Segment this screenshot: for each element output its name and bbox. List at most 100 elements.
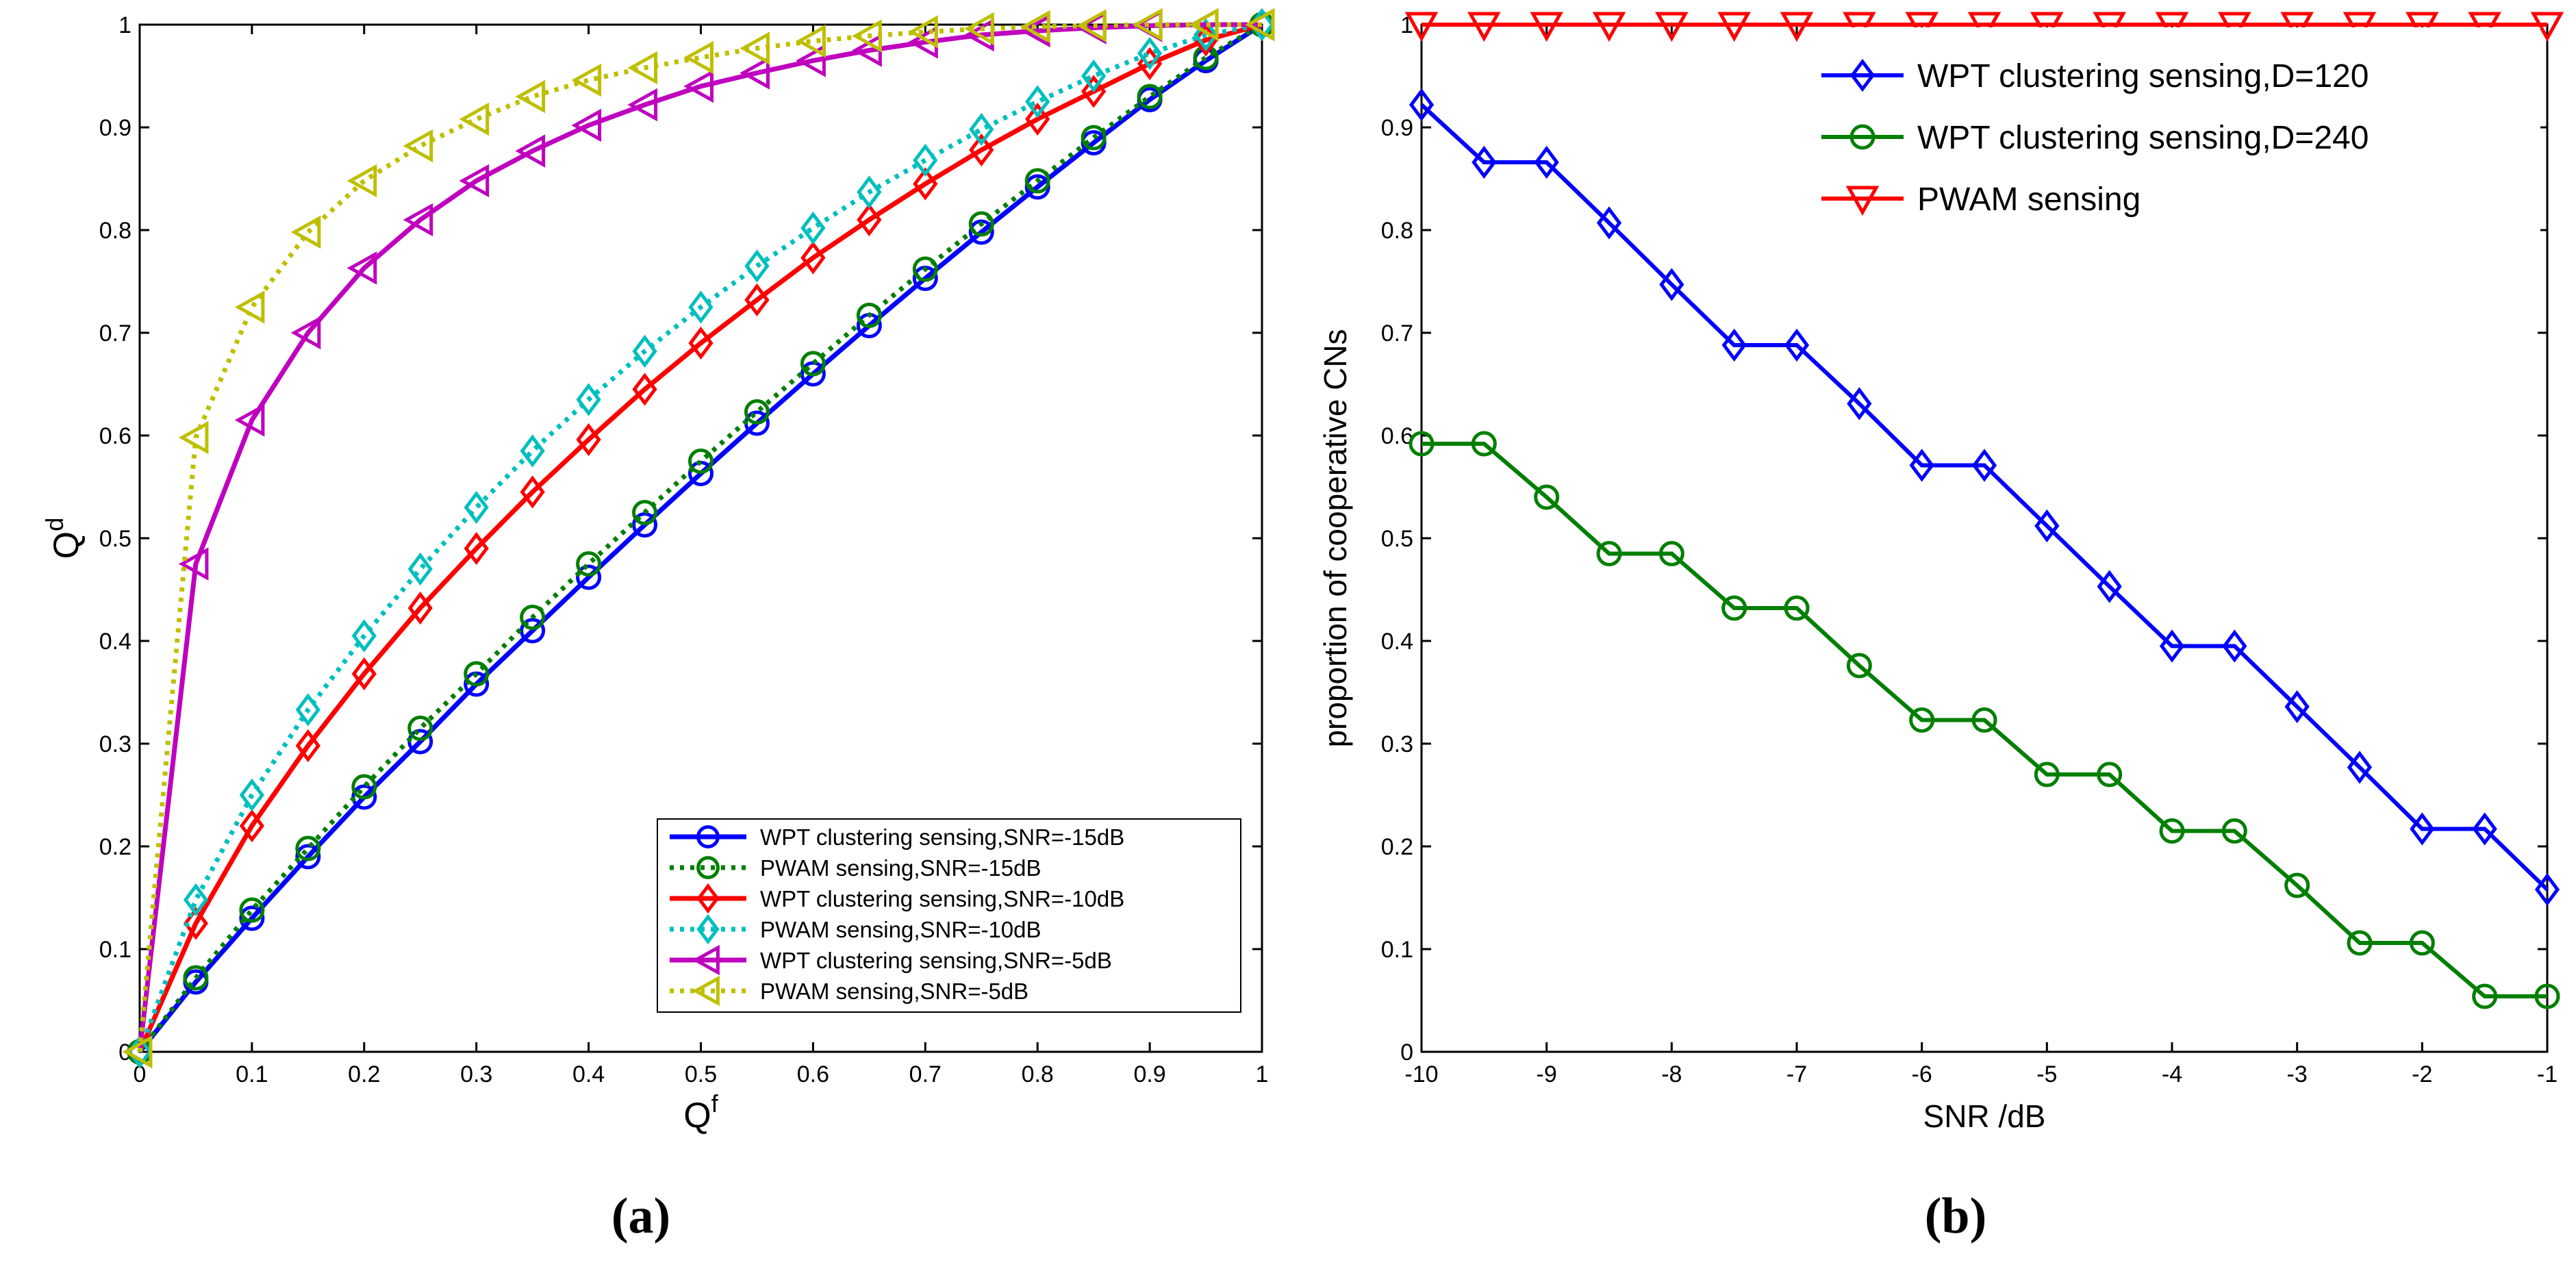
y-tick-label: 0.2 xyxy=(1381,834,1413,860)
triangle-down-marker xyxy=(1404,12,1439,42)
diamond-marker xyxy=(1721,328,1747,362)
legend-label: PWAM sensing,SNR=-10dB xyxy=(760,917,1041,942)
triangle-down-marker xyxy=(1592,12,1626,42)
diamond-marker xyxy=(2034,509,2060,543)
circle-marker xyxy=(576,551,602,577)
diamond-marker xyxy=(800,241,826,275)
panel-a-roc-chart: 0 0.1 0.2 0.3 0.4 0.5 0.6 0.7 0.8 0.9 100.10.20.30… xyxy=(40,8,1275,1244)
y-tick-label: 0.2 xyxy=(99,834,131,860)
triangle-down-marker xyxy=(1467,12,1501,42)
diamond-marker xyxy=(576,423,601,457)
y-tick-label: 0.5 xyxy=(1381,526,1413,552)
diamond-marker xyxy=(2410,812,2435,846)
diamond-marker xyxy=(464,531,489,566)
legend-label: WPT clustering sensing,D=120 xyxy=(1917,58,2369,94)
triangle-left-marker xyxy=(796,44,826,77)
circle-marker xyxy=(576,564,602,590)
circle-marker xyxy=(696,825,720,848)
circle-marker xyxy=(520,605,546,630)
triangle-down-marker xyxy=(1967,12,2002,42)
x-axis-label: Qf xyxy=(683,1089,718,1135)
triangle-left-marker xyxy=(852,19,882,53)
circle-marker xyxy=(1137,84,1163,110)
x-tick-label: 0.7 xyxy=(909,1061,942,1087)
triangle-down-marker xyxy=(2218,12,2251,42)
circle-marker xyxy=(968,211,994,237)
diamond-marker xyxy=(696,913,720,945)
legend-box xyxy=(657,818,1241,1013)
triangle-left-marker xyxy=(178,420,209,455)
diamond-marker xyxy=(183,883,209,917)
triangle-left-marker xyxy=(1188,8,1219,42)
legend-label: WPT clustering sensing,D=240 xyxy=(1917,120,2369,156)
circle-marker xyxy=(1909,707,1935,733)
x-tick-label: -3 xyxy=(2287,1061,2308,1087)
series-0 xyxy=(1409,88,2560,907)
triangle-left-marker xyxy=(403,129,433,163)
legend: WPT clustering sensing,SNR=-15dB PWAM sen… xyxy=(657,818,1241,1013)
diamond-marker xyxy=(183,907,209,940)
circle-marker xyxy=(520,618,546,644)
triangle-left-marker xyxy=(571,108,602,142)
circle-marker xyxy=(912,256,938,282)
diamond-marker xyxy=(800,211,826,245)
diamond-marker xyxy=(407,591,433,625)
diamond-marker xyxy=(1081,75,1107,108)
circle-marker xyxy=(1784,595,1810,621)
y-tick-label: 0 xyxy=(1400,1039,1413,1066)
x-tick-label: 0.5 xyxy=(685,1061,717,1087)
circle-marker xyxy=(800,361,826,387)
x-tick-label: -4 xyxy=(2162,1061,2182,1087)
panel-caption: (b) xyxy=(1925,1188,1986,1244)
triangle-down-marker xyxy=(2468,12,2501,42)
triangle-down-marker xyxy=(2343,12,2377,42)
x-tick-label: -7 xyxy=(1786,1061,1807,1087)
triangle-left-marker xyxy=(908,15,938,49)
series-line xyxy=(137,22,1263,1053)
x-tick-label: 0.3 xyxy=(460,1061,492,1087)
diamond-marker xyxy=(969,112,994,147)
circle-marker xyxy=(2097,761,2123,787)
triangle-down-marker xyxy=(1905,12,1939,42)
triangle-left-marker xyxy=(571,63,602,97)
x-tick-label: 0.9 xyxy=(1133,1061,1165,1087)
series-1 xyxy=(127,12,1275,1065)
diamond-marker xyxy=(295,729,320,763)
legend-label: WPT clustering sensing,SNR=-15dB xyxy=(760,824,1124,850)
y-axis-label: proportion of cooperative CNs xyxy=(1317,329,1353,747)
diamond-marker xyxy=(2222,629,2247,663)
triangle-left-marker xyxy=(178,547,209,581)
series-3 xyxy=(127,8,1275,1069)
series-1 xyxy=(1409,431,2560,1009)
legend-label: PWAM sensing,SNR=-15dB xyxy=(760,855,1041,881)
y-tick-label: 0.7 xyxy=(1381,320,1413,346)
series-line xyxy=(137,22,1263,1053)
circle-marker xyxy=(856,303,882,328)
y-tick-label: 0.9 xyxy=(1381,115,1413,141)
triangle-left-marker xyxy=(740,31,770,65)
x-tick-label: 1 xyxy=(1256,1061,1269,1087)
x-tick-label: 0 xyxy=(134,1061,147,1087)
x-tick-label: -9 xyxy=(1537,1061,1557,1087)
circle-marker xyxy=(1721,595,1747,621)
triangle-left-marker xyxy=(796,24,826,58)
series-2 xyxy=(1404,12,2564,42)
x-tick-label: 0.8 xyxy=(1022,1061,1054,1087)
triangle-left-marker xyxy=(346,251,377,285)
y-tick-label: 0.3 xyxy=(99,731,131,757)
circle-marker xyxy=(2534,983,2560,1009)
diamond-marker xyxy=(632,373,657,406)
circle-marker xyxy=(295,835,321,861)
y-tick-label: 0.1 xyxy=(99,937,131,963)
diamond-marker xyxy=(1534,145,1559,179)
diamond-marker xyxy=(1847,387,1872,420)
triangle-down-marker xyxy=(1655,12,1689,42)
triangle-down-marker xyxy=(1530,12,1563,42)
circle-marker xyxy=(1534,484,1560,510)
series-line xyxy=(1422,442,2547,998)
diamond-marker xyxy=(2097,570,2122,603)
triangle-left-marker xyxy=(1244,8,1275,42)
diamond-marker xyxy=(1025,85,1050,118)
diamond-marker xyxy=(744,283,770,317)
